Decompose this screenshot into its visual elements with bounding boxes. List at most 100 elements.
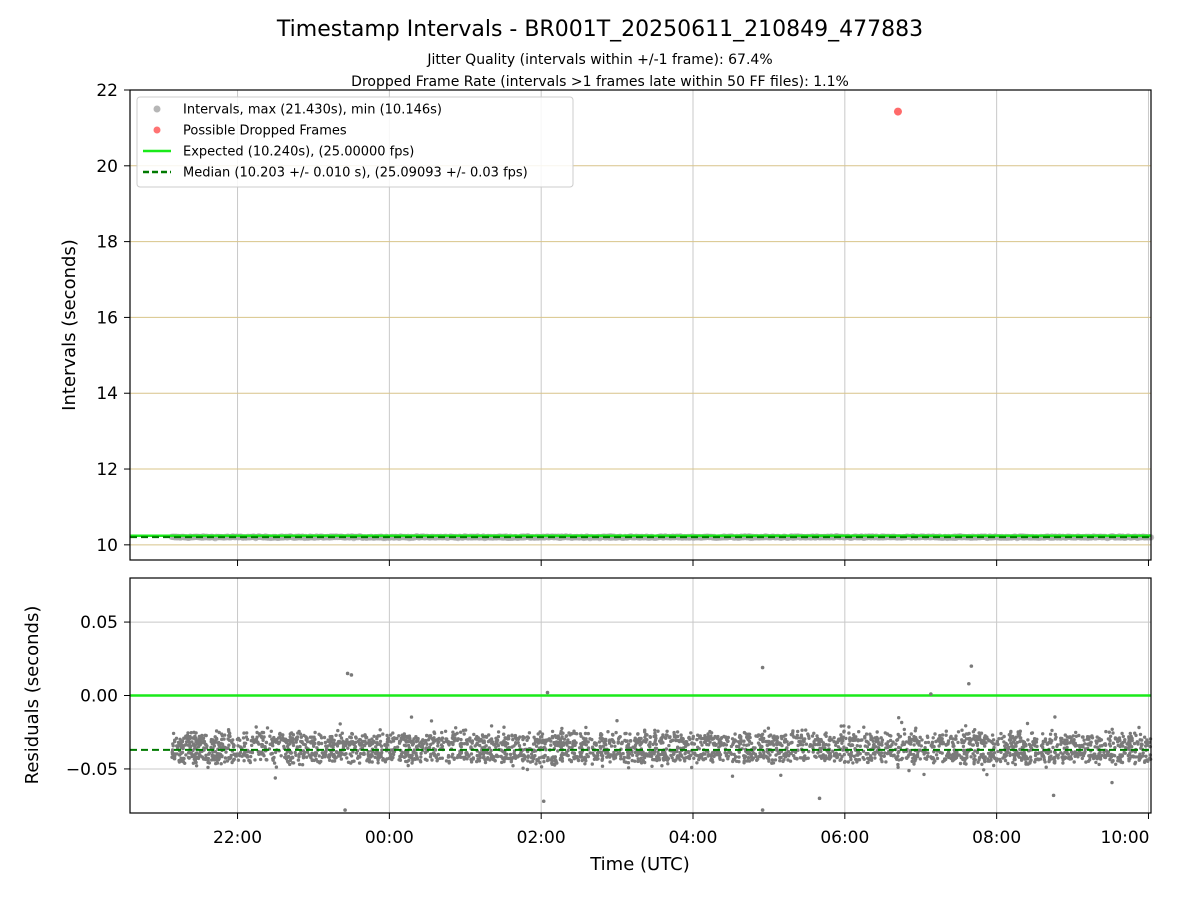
residual-point	[654, 742, 658, 746]
residual-point	[519, 751, 523, 756]
residuals-y-tick-label: 0.05	[80, 613, 118, 633]
residual-point	[633, 736, 637, 740]
residual-point	[971, 752, 975, 756]
residual-point	[374, 745, 378, 749]
residual-point	[211, 750, 215, 754]
residual-point	[299, 735, 303, 739]
residual-point	[902, 732, 907, 736]
residual-point	[828, 755, 833, 759]
residual-point	[482, 740, 486, 745]
residual-point	[462, 757, 466, 761]
residual-point	[599, 753, 604, 757]
residual-point	[823, 732, 827, 737]
residual-point	[496, 730, 501, 734]
residual-point	[1067, 735, 1072, 740]
residual-point	[744, 732, 748, 736]
residual-point	[923, 746, 927, 750]
residual-point	[232, 752, 236, 756]
residual-point	[821, 743, 825, 747]
residual-point	[324, 753, 328, 757]
residual-point	[871, 746, 875, 750]
residual-point	[305, 750, 310, 754]
residual-point	[541, 738, 545, 743]
residual-point	[350, 759, 354, 764]
residual-point	[484, 734, 488, 739]
residual-point	[349, 740, 353, 744]
residual-point	[884, 746, 888, 750]
residual-point	[1011, 736, 1015, 740]
residual-point	[302, 750, 307, 755]
residual-point	[849, 750, 854, 755]
residual-point	[896, 762, 900, 767]
residual-point	[271, 744, 275, 748]
residual-point	[1128, 731, 1133, 736]
residual-point	[419, 755, 423, 759]
residual-point	[224, 750, 228, 754]
residual-point	[774, 736, 778, 740]
residual-point	[207, 751, 212, 755]
residual-point	[354, 751, 359, 755]
residual-point	[696, 733, 700, 737]
residual-point	[326, 738, 330, 742]
residual-point	[912, 739, 917, 743]
residual-point	[706, 732, 710, 736]
residual-point	[743, 754, 748, 759]
residual-point	[891, 740, 895, 744]
residual-point	[606, 754, 611, 758]
residual-point	[527, 731, 532, 735]
residual-point	[725, 739, 730, 744]
residual-point	[926, 740, 931, 745]
residual-point	[210, 758, 214, 762]
residual-point	[839, 724, 843, 728]
residual-point	[982, 768, 986, 772]
residual-point	[697, 747, 701, 751]
residual-point	[607, 741, 612, 745]
intervals-y-ticks: 10 12 14 16 18 20 22	[96, 81, 130, 556]
residual-point	[742, 743, 746, 747]
residual-point	[1114, 762, 1118, 766]
residual-point	[737, 755, 741, 759]
residual-point	[482, 755, 486, 759]
residual-point	[896, 765, 900, 769]
residual-point	[840, 754, 844, 759]
residual-point	[1080, 756, 1085, 761]
residual-point	[1130, 736, 1134, 741]
residual-point	[980, 762, 984, 766]
residual-point	[482, 745, 487, 749]
residual-point	[305, 740, 310, 744]
residual-point	[227, 743, 231, 747]
residual-point	[542, 755, 546, 760]
residual-point	[823, 746, 827, 750]
residual-point	[506, 756, 510, 761]
residual-point	[880, 759, 884, 764]
residual-point	[440, 730, 444, 735]
residual-point	[442, 740, 446, 744]
residual-point	[1007, 745, 1011, 749]
residual-point	[838, 752, 842, 757]
residual-point	[170, 755, 174, 759]
residual-point	[371, 740, 376, 745]
residual-point	[669, 753, 673, 758]
residual-point	[877, 742, 881, 746]
residual-point	[1099, 738, 1104, 742]
residual-point	[194, 760, 198, 765]
residual-point	[918, 735, 922, 739]
residual-point	[487, 733, 491, 737]
residual-point	[1098, 757, 1103, 761]
residual-point	[612, 740, 616, 745]
residual-point	[1059, 740, 1064, 744]
residual-point	[608, 738, 612, 742]
residual-point	[853, 747, 857, 751]
residual-point	[1035, 744, 1039, 749]
residual-point	[286, 754, 291, 759]
residuals-panel: 0.05 0.00 −0.05 22:00 00:00 02:00 04:00 06:00 0…	[22, 577, 1153, 848]
residual-point	[755, 734, 760, 738]
residual-point	[1139, 746, 1143, 750]
residual-point	[525, 738, 529, 742]
residual-point	[225, 759, 230, 763]
residual-point	[1063, 733, 1068, 737]
residual-point	[297, 729, 301, 734]
residual-point	[1083, 742, 1087, 746]
residual-point	[514, 741, 518, 745]
residual-point	[558, 756, 563, 761]
